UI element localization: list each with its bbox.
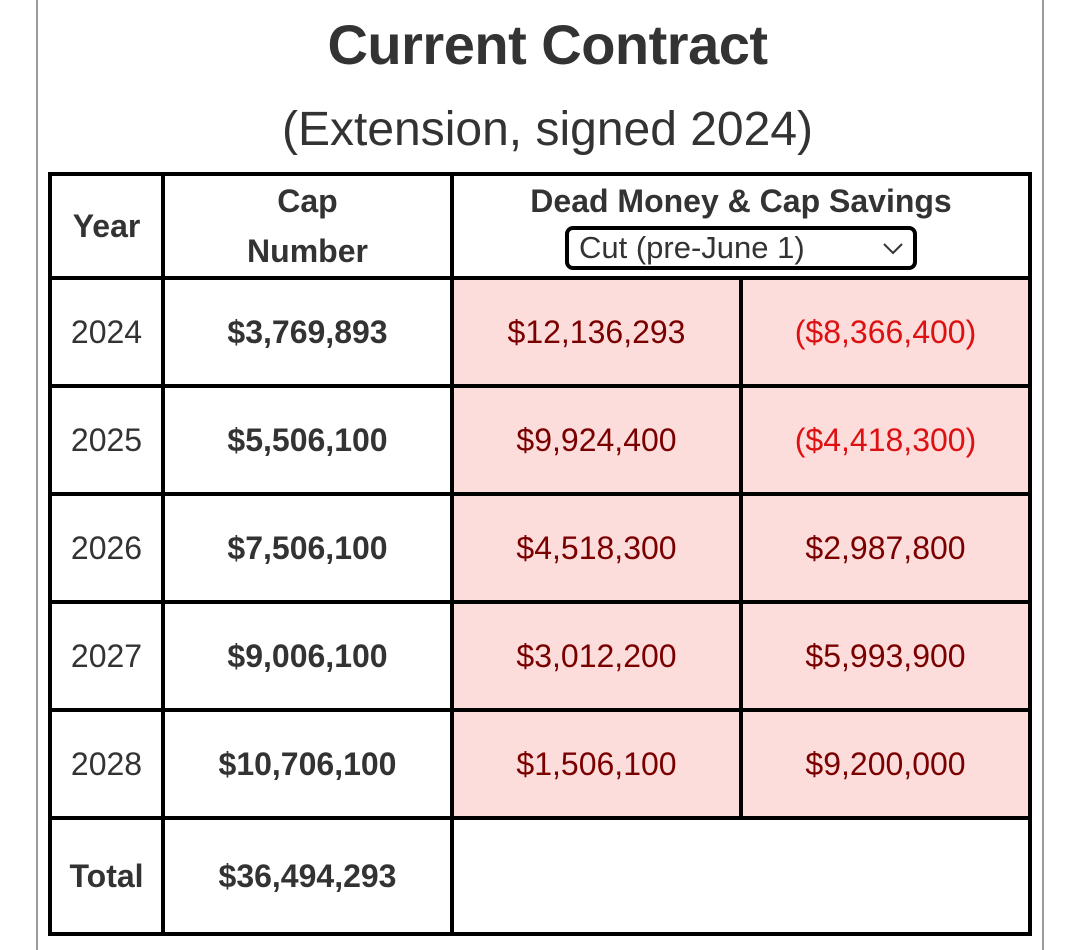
header-cap-line2: Number xyxy=(247,233,368,269)
total-cap-number: $36,494,293 xyxy=(161,816,454,936)
table-row: 2028 $10,706,100 $1,506,100 $9,200,000 xyxy=(48,708,1032,820)
table-row: 2026 $7,506,100 $4,518,300 $2,987,800 xyxy=(48,492,1032,604)
scenario-select-value: Cut (pre-June 1) xyxy=(579,230,805,265)
year-cell: 2028 xyxy=(48,708,165,820)
scenario-select[interactable]: Cut (pre-June 1) xyxy=(565,226,917,270)
header-cap-line1: Cap xyxy=(277,183,338,219)
year-cell: 2027 xyxy=(48,600,165,712)
cap-number-cell: $10,706,100 xyxy=(161,708,454,820)
cap-number-cell: $9,006,100 xyxy=(161,600,454,712)
total-empty-cell xyxy=(450,816,1032,936)
frame-left-border xyxy=(36,0,38,950)
table-row: 2025 $5,506,100 $9,924,400 ($4,418,300) xyxy=(48,384,1032,496)
total-row: Total $36,494,293 xyxy=(48,816,1032,936)
contract-table: Year Cap Number Dead Money & Cap Savings… xyxy=(48,172,1032,936)
cap-number-cell: $3,769,893 xyxy=(161,276,454,388)
cap-number-cell: $5,506,100 xyxy=(161,384,454,496)
header-dead-money: Dead Money & Cap Savings Cut (pre-June 1… xyxy=(450,172,1032,280)
cap-number-cell: $7,506,100 xyxy=(161,492,454,604)
chevron-down-icon xyxy=(883,243,903,255)
header-dead-money-label: Dead Money & Cap Savings xyxy=(530,183,952,219)
table-row: 2024 $3,769,893 $12,136,293 ($8,366,400) xyxy=(48,276,1032,388)
header-year: Year xyxy=(48,172,165,280)
frame-right-border xyxy=(1042,0,1044,950)
dead-money-cell: $9,924,400 xyxy=(450,384,743,496)
page-title: Current Contract xyxy=(327,13,768,76)
year-cell: 2025 xyxy=(48,384,165,496)
page-subtitle: (Extension, signed 2024) xyxy=(282,103,813,156)
table-row: 2027 $9,006,100 $3,012,200 $5,993,900 xyxy=(48,600,1032,712)
dead-money-cell: $3,012,200 xyxy=(450,600,743,712)
dead-money-cell: $12,136,293 xyxy=(450,276,743,388)
table-header-row: Year Cap Number Dead Money & Cap Savings… xyxy=(48,172,1032,280)
cap-savings-cell: ($8,366,400) xyxy=(739,276,1032,388)
year-cell: 2024 xyxy=(48,276,165,388)
cap-savings-cell: $2,987,800 xyxy=(739,492,1032,604)
header-cap-number: Cap Number xyxy=(161,172,454,280)
total-label: Total xyxy=(48,816,165,936)
cap-savings-cell: $9,200,000 xyxy=(739,708,1032,820)
cap-savings-cell: $5,993,900 xyxy=(739,600,1032,712)
cap-savings-cell: ($4,418,300) xyxy=(739,384,1032,496)
dead-money-cell: $4,518,300 xyxy=(450,492,743,604)
dead-money-cell: $1,506,100 xyxy=(450,708,743,820)
year-cell: 2026 xyxy=(48,492,165,604)
